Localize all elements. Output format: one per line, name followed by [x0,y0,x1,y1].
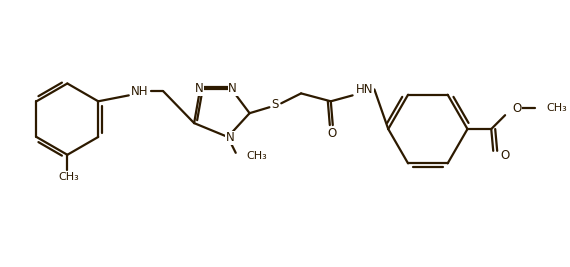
Text: O: O [500,149,510,162]
Text: CH₃: CH₃ [547,103,568,113]
Text: N: N [229,82,237,95]
Text: S: S [272,98,279,111]
Text: O: O [327,128,336,140]
Text: HN: HN [356,83,373,96]
Text: NH: NH [131,85,148,98]
Text: O: O [512,102,522,115]
Text: N: N [195,82,203,95]
Text: CH₃: CH₃ [247,151,267,161]
Text: CH₃: CH₃ [58,172,79,182]
Text: N: N [225,131,234,144]
